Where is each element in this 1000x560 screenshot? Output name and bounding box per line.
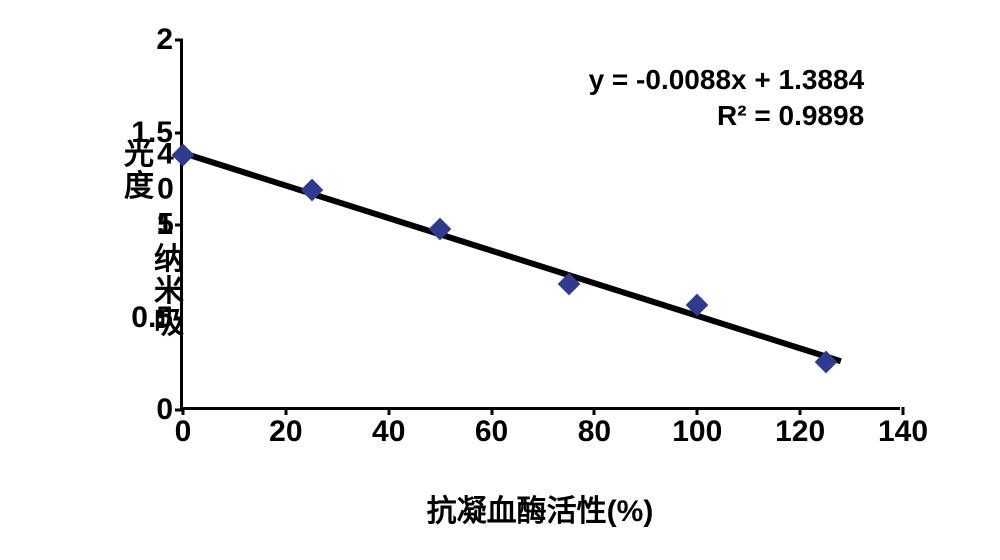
chart-container: 405纳米吸光度 y = -0.0088x + 1.3884 R² = 0.98… — [120, 30, 940, 460]
x-tick-mark — [490, 407, 493, 415]
x-tick-mark — [799, 407, 802, 415]
x-tick-mark — [902, 407, 905, 415]
x-tick-mark — [696, 407, 699, 415]
y-tick-mark — [175, 131, 183, 134]
trendline — [182, 150, 842, 364]
y-tick-mark — [175, 316, 183, 319]
equation-line-2: R² = 0.9898 — [589, 98, 865, 134]
equation-annotation: y = -0.0088x + 1.3884 R² = 0.9898 — [589, 62, 865, 135]
x-tick-mark — [284, 407, 287, 415]
x-tick-mark — [387, 407, 390, 415]
x-tick-mark — [182, 407, 185, 415]
plot-area: y = -0.0088x + 1.3884 R² = 0.9898 00.511… — [180, 40, 900, 410]
x-axis-label: 抗凝血酶活性(%) — [427, 486, 654, 530]
equation-line-1: y = -0.0088x + 1.3884 — [589, 62, 865, 98]
x-tick-mark — [593, 407, 596, 415]
y-tick-mark — [175, 224, 183, 227]
y-tick-mark — [175, 39, 183, 42]
